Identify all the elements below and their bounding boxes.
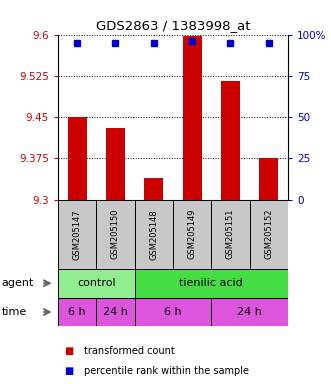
Bar (135, 269, 288, 298)
Text: 6 h: 6 h (164, 307, 182, 317)
Text: GSM205149: GSM205149 (188, 209, 197, 260)
Text: 24 h: 24 h (237, 307, 262, 317)
Title: GDS2863 / 1383998_at: GDS2863 / 1383998_at (96, 19, 250, 32)
Text: GSM205147: GSM205147 (72, 209, 82, 260)
Bar (135, 200, 173, 269)
Text: ■: ■ (65, 346, 74, 356)
Bar (68, 117, 87, 200)
Bar (259, 159, 278, 200)
Text: 6 h: 6 h (68, 307, 86, 317)
Text: percentile rank within the sample: percentile rank within the sample (84, 366, 249, 376)
Bar (58, 269, 135, 298)
Bar (221, 81, 240, 200)
Text: agent: agent (2, 278, 34, 288)
Text: time: time (2, 307, 27, 317)
Bar (58, 200, 96, 269)
Bar (96, 200, 135, 269)
Text: control: control (77, 278, 116, 288)
Bar (173, 200, 211, 269)
Text: GSM205151: GSM205151 (226, 209, 235, 260)
Bar (96, 298, 135, 326)
Bar (106, 128, 125, 200)
Text: 24 h: 24 h (103, 307, 128, 317)
Text: GSM205150: GSM205150 (111, 209, 120, 260)
Bar (182, 36, 202, 200)
Bar (58, 298, 96, 326)
Bar (135, 298, 211, 326)
Text: ■: ■ (65, 366, 74, 376)
Text: tienilic acid: tienilic acid (179, 278, 243, 288)
Text: GSM205148: GSM205148 (149, 209, 158, 260)
Bar (211, 200, 250, 269)
Text: GSM205152: GSM205152 (264, 209, 273, 260)
Bar (144, 178, 164, 200)
Bar (250, 200, 288, 269)
Bar (211, 298, 288, 326)
Text: transformed count: transformed count (84, 346, 175, 356)
